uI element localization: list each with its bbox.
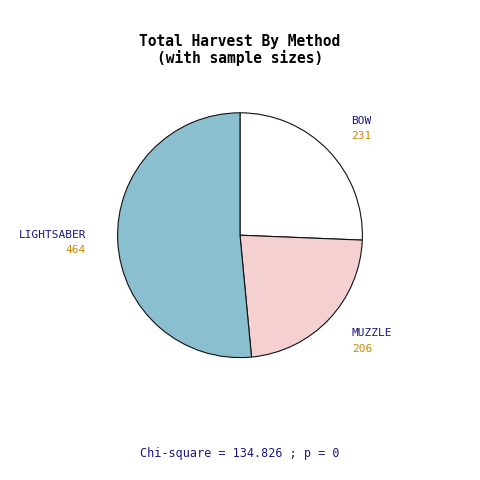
Wedge shape: [118, 113, 252, 358]
Text: 231: 231: [351, 132, 372, 142]
Text: Total Harvest By Method: Total Harvest By Method: [139, 34, 341, 48]
Text: 464: 464: [66, 245, 86, 255]
Text: Chi-square = 134.826 ; p = 0: Chi-square = 134.826 ; p = 0: [140, 447, 340, 460]
Wedge shape: [240, 235, 362, 357]
Text: (with sample sizes): (with sample sizes): [157, 50, 323, 66]
Text: BOW: BOW: [351, 116, 372, 126]
Text: MUZZLE: MUZZLE: [352, 328, 392, 338]
Wedge shape: [240, 113, 362, 240]
Text: LIGHTSABER: LIGHTSABER: [19, 229, 86, 240]
Text: 206: 206: [352, 344, 372, 354]
